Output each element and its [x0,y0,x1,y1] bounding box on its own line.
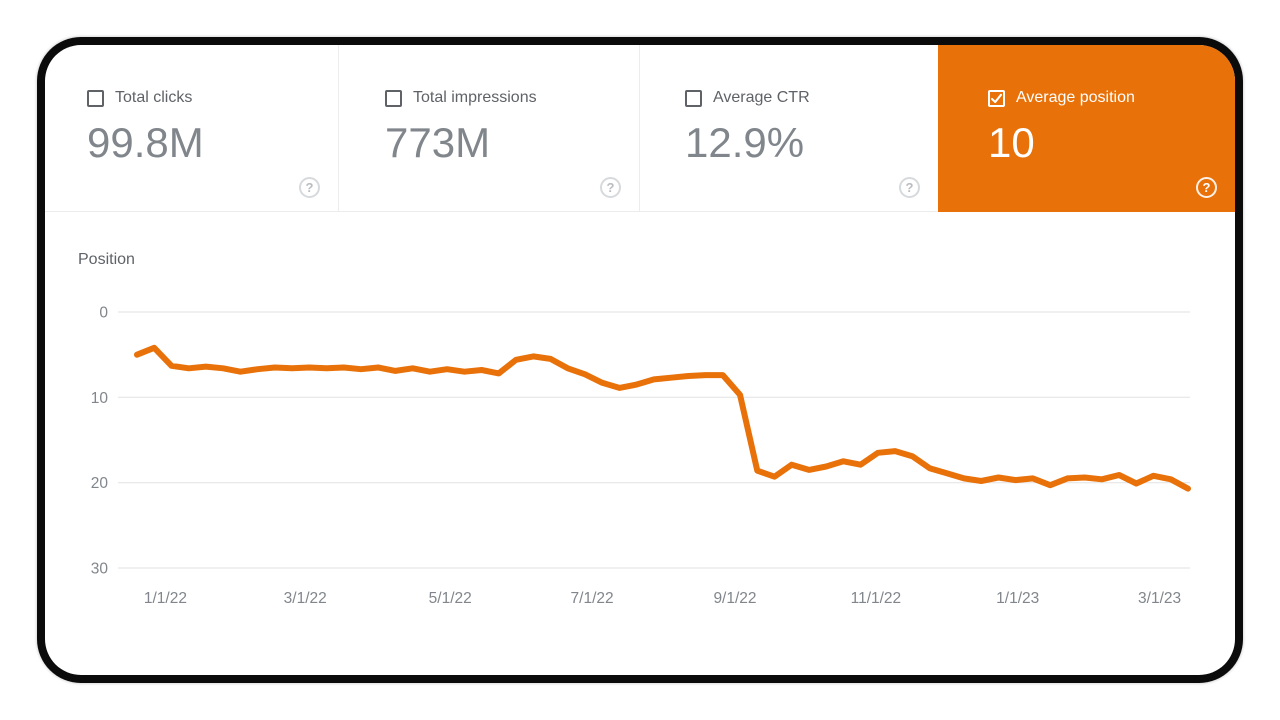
tile-value: 773M [385,119,491,166]
help-icon[interactable]: ? [299,177,320,198]
x-tick-label: 1/1/22 [144,590,187,607]
y-tick-label: 30 [91,561,109,578]
checkbox-checked-icon[interactable] [988,89,1005,107]
chart-ylabel: Position [78,251,135,268]
checkbox-unchecked-icon[interactable] [685,89,702,107]
tile-label: Average position [1016,89,1135,106]
metric-tile-total-impressions[interactable]: Total impressions 773M ? [338,45,639,212]
x-tick-label: 11/1/22 [851,590,902,607]
y-tick-label: 0 [99,305,108,322]
checkmark-icon [990,93,1003,103]
x-tick-label: 7/1/22 [571,590,614,607]
x-tick-label: 1/1/23 [996,590,1039,607]
x-tick-label: 9/1/22 [713,590,756,607]
x-tick-label: 5/1/22 [429,590,472,607]
tile-label: Total impressions [413,89,537,106]
tile-value: 99.8M [87,119,204,166]
tile-label: Total clicks [115,89,193,106]
y-tick-label: 20 [91,475,109,492]
metric-tiles-row: Total clicks 99.8M ? Total impressions 7… [45,45,1235,212]
help-icon[interactable]: ? [1196,177,1217,198]
x-tick-label: 3/1/23 [1138,590,1181,607]
search-console-performance-card: Total clicks 99.8M ? Total impressions 7… [45,45,1235,675]
position-line [134,344,1191,492]
tile-value: 12.9% [685,119,805,166]
y-tick-label: 10 [91,390,109,407]
help-icon[interactable]: ? [600,177,621,198]
tile-label: Average CTR [713,89,810,106]
metric-tile-total-clicks[interactable]: Total clicks 99.8M ? [45,45,338,212]
checkbox-unchecked-icon[interactable] [385,89,402,107]
metric-tile-average-ctr[interactable]: Average CTR 12.9% ? [639,45,938,212]
checkbox-unchecked-icon[interactable] [87,89,104,107]
x-tick-label: 3/1/22 [284,590,327,607]
help-icon[interactable]: ? [899,177,920,198]
tile-value: 10 [988,119,1035,166]
metric-tile-average-position[interactable]: Average position 10 ? [938,45,1235,212]
